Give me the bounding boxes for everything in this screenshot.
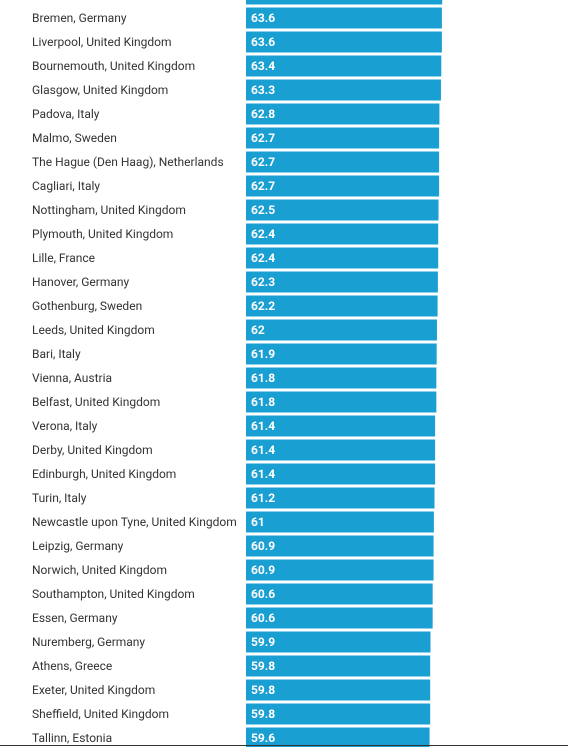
value-label: 62.4 (251, 251, 275, 265)
value-label: 63.4 (251, 59, 275, 73)
bar (246, 535, 434, 557)
value-label: 62.7 (251, 155, 275, 169)
category-label: Glasgow, United Kingdom (32, 83, 168, 97)
bar (246, 703, 431, 725)
value-label: 59.8 (251, 683, 275, 697)
category-label: Leipzig, Germany (32, 539, 124, 553)
bar (246, 151, 440, 173)
value-label: 62.7 (251, 131, 275, 145)
value-label: 61.2 (251, 491, 275, 505)
category-label: Bari, Italy (32, 347, 81, 361)
value-label: 61 (251, 515, 265, 529)
category-label: Norwich, United Kingdom (32, 563, 167, 577)
category-label: Verona, Italy (32, 419, 98, 433)
value-label: 62.2 (251, 299, 275, 313)
bar (246, 0, 443, 5)
bar (246, 31, 442, 53)
value-label: 63.6 (251, 35, 275, 49)
value-label: 63.3 (251, 83, 275, 97)
bar (246, 487, 435, 509)
bar (246, 175, 440, 197)
bar (246, 295, 438, 317)
value-label: 61.9 (251, 347, 275, 361)
category-label: Derby, United Kingdom (32, 443, 153, 457)
value-label: 61.4 (251, 419, 275, 433)
bar (246, 55, 442, 77)
value-label: 62.7 (251, 179, 275, 193)
category-label: Turin, Italy (32, 491, 87, 505)
category-label: Edinburgh, United Kingdom (32, 467, 176, 481)
bar (246, 391, 437, 413)
category-label: Athens, Greece (32, 659, 112, 673)
bar (246, 631, 431, 653)
category-label: Hanover, Germany (32, 275, 130, 289)
category-label: Newcastle upon Tyne, United Kingdom (32, 515, 237, 529)
bar (246, 463, 436, 485)
value-label: 60.6 (251, 587, 275, 601)
value-label: 59.6 (251, 731, 275, 745)
bar (246, 79, 441, 101)
category-label: Gothenburg, Sweden (32, 299, 142, 313)
category-label: The Hague (Den Haag), Netherlands (32, 155, 224, 169)
value-label: 60.9 (251, 539, 275, 553)
bar (246, 415, 436, 437)
value-label: 60.6 (251, 611, 275, 625)
value-label: 62.3 (251, 275, 275, 289)
bar (246, 607, 433, 629)
bar (246, 127, 440, 149)
category-label: Exeter, United Kingdom (32, 683, 155, 697)
value-label: 59.9 (251, 635, 275, 649)
bar (246, 223, 439, 245)
value-label: 60.9 (251, 563, 275, 577)
bar (246, 727, 430, 747)
category-label: Cagliari, Italy (32, 179, 100, 193)
value-label: 63.6 (251, 11, 275, 25)
bar (246, 655, 431, 677)
value-label: 62 (251, 323, 265, 337)
category-label: Leeds, United Kingdom (32, 323, 155, 337)
bar (246, 343, 437, 365)
value-label: 61.8 (251, 395, 275, 409)
category-label: Sheffield, United Kingdom (32, 707, 169, 721)
category-label: Plymouth, United Kingdom (32, 227, 173, 241)
category-label: Nuremberg, Germany (32, 635, 145, 649)
bar (246, 7, 442, 29)
category-label: Malmo, Sweden (32, 131, 117, 145)
value-label: 61.8 (251, 371, 275, 385)
value-label: 61.4 (251, 467, 275, 481)
bar (246, 679, 431, 701)
bar (246, 247, 439, 269)
bar (246, 271, 438, 293)
bar (246, 319, 437, 341)
value-label: 59.8 (251, 707, 275, 721)
bar (246, 199, 439, 221)
bar (246, 367, 437, 389)
category-label: Belfast, United Kingdom (32, 395, 160, 409)
category-label: Bremen, Germany (32, 11, 127, 25)
bar (246, 559, 434, 581)
category-label: Southampton, United Kingdom (32, 587, 195, 601)
bar (246, 103, 440, 125)
category-label: Vienna, Austria (32, 371, 112, 385)
value-label: 62.5 (251, 203, 275, 217)
category-label: Lille, France (32, 251, 95, 265)
bar (246, 439, 436, 461)
bar (246, 583, 433, 605)
category-label: Liverpool, United Kingdom (32, 35, 172, 49)
value-label: 61.4 (251, 443, 275, 457)
category-label: Nottingham, United Kingdom (32, 203, 186, 217)
bar (246, 511, 434, 533)
value-label: 62.4 (251, 227, 275, 241)
value-label: 62.8 (251, 107, 275, 121)
category-label: Bournemouth, United Kingdom (32, 59, 195, 73)
category-label: Padova, Italy (32, 107, 100, 121)
value-label: 59.8 (251, 659, 275, 673)
category-label: Tallinn, Estonia (32, 731, 112, 745)
category-label: Essen, Germany (32, 611, 118, 625)
